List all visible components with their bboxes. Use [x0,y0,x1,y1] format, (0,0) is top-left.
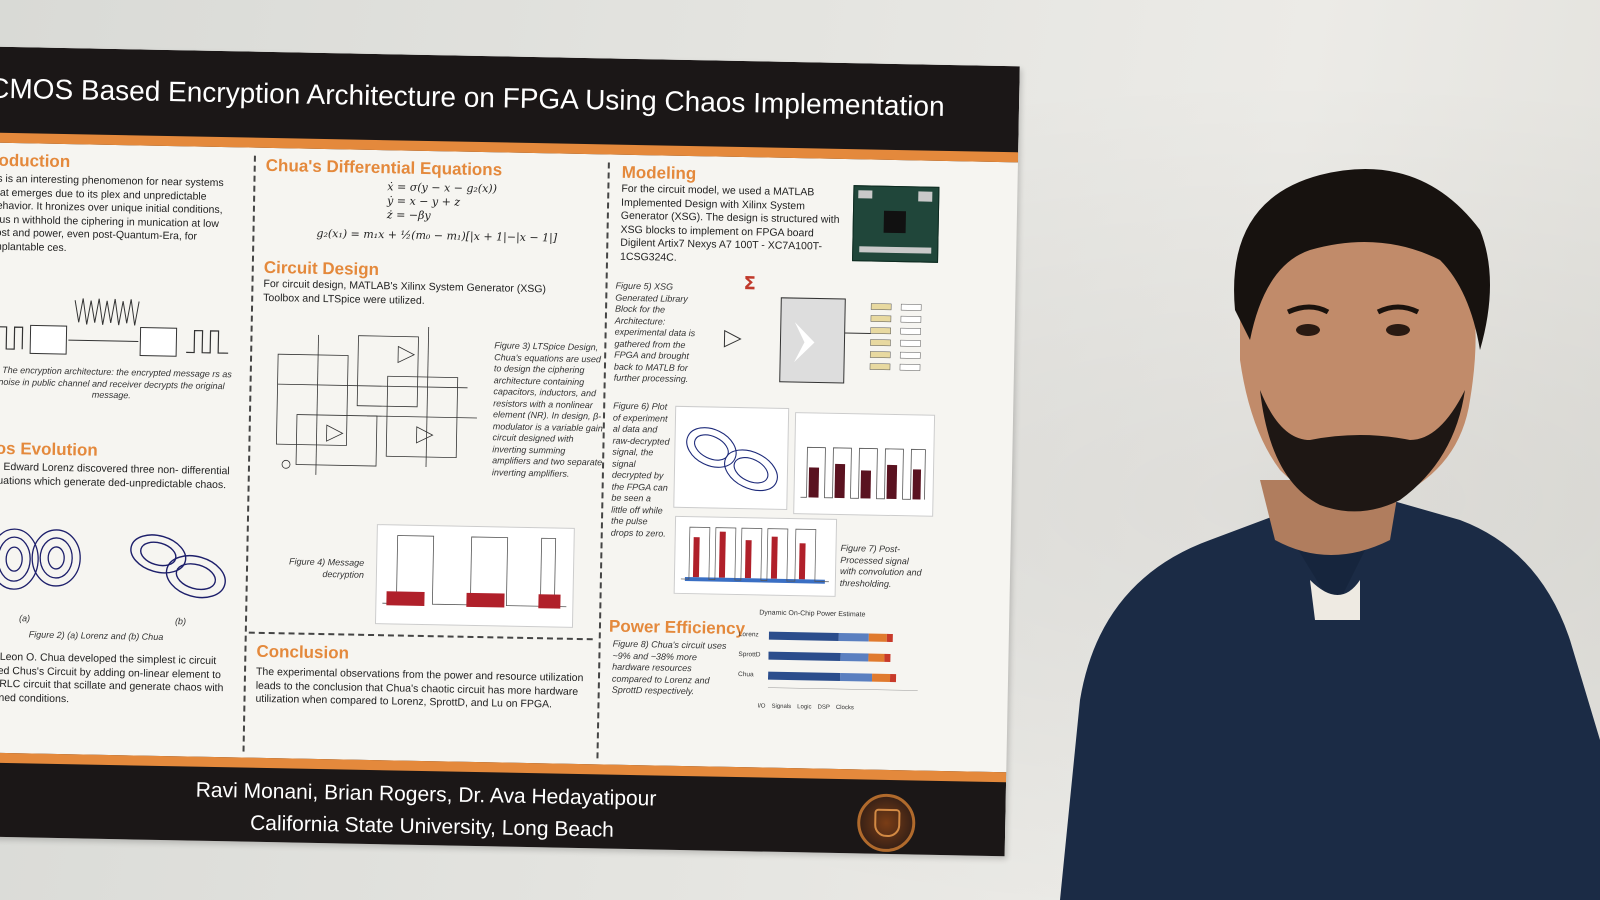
research-poster: CMOS Based Encryption Architecture on FP… [0,46,1020,857]
poster-title-bar: CMOS Based Encryption Architecture on FP… [0,46,1020,163]
university-seal-icon [856,793,916,853]
column-divider-1 [242,155,256,752]
encryption-diagram [0,287,237,368]
equation-4: g₂(x₁) = m₁x + ½(m₀ − m₁)[|x + 1|−|x − 1… [316,226,558,245]
message-decryption-plot [374,524,575,628]
section-divider [248,631,593,641]
figure4-caption: Figure 4) Message decryption [289,556,365,580]
legend-dsp: DSP [817,704,830,711]
chaos-evolution-heading: aos Evolution [0,438,98,460]
power-row-label-lorenz: Lorenz [738,631,759,639]
legend-clocks: Clocks [835,704,854,712]
fpga-board-photo [852,185,940,263]
chua-attractor-plot [119,519,239,611]
power-chart-title: Dynamic On-Chip Power Estimate [759,609,866,619]
power-bar-chua [767,671,897,683]
power-chart-legend: I/O Signals Logic DSP Clocks [757,703,854,711]
figure6-caption: Figure 6) Plot of experiment al data and… [610,400,670,539]
figure7-caption: Figure 7) Post-Processed signal with con… [839,542,922,589]
conclusion-heading: Conclusion [256,641,350,663]
figure1-caption: 1) The encryption architecture: the encr… [0,364,232,401]
chaos-evolution-body: 63, Edward Lorenz discovered three non- … [0,460,230,491]
equation-2: ẏ = x − y + z [386,194,461,209]
poster-title: CMOS Based Encryption Architecture on FP… [0,72,945,122]
post-processed-signal-plot [673,515,838,597]
ltspice-schematic [266,314,487,488]
figure8-caption: Figure 8) Chua's circuit uses ~9% and ~3… [611,638,727,697]
power-row-label-chua: Chua [738,671,754,679]
power-estimate-chart: Dynamic On-Chip Power Estimate Lorenz Sp… [737,609,923,725]
introduction-body: os is an interesting phenomenon for near… [0,172,224,254]
power-efficiency-heading: Power Efficiency [608,616,746,639]
poster-authors: Ravi Monani, Brian Rogers, Dr. Ava Heday… [195,778,657,811]
conclusion-body: The experimental observations from the p… [255,665,584,711]
modeling-body: For the circuit model, we used a MATLAB … [619,182,840,264]
chua-equations-heading: Chua's Differential Equations [265,155,503,180]
power-bar-sprottd [768,651,891,662]
figure3-caption: Figure 3) LTSpice Design, Chua's equatio… [491,340,603,479]
figure2-caption: Figure 2) (a) Lorenz and (b) Chua [28,629,164,643]
svg-text:Σ: Σ [743,273,756,294]
poster-university: California State University, Long Beach [249,811,615,842]
chaos-evolution-body2: 33, Leon O. Chua developed the simplest … [0,650,224,705]
equation-1: ẋ = σ(y − x − g₂(x)) [387,180,498,196]
legend-io: I/O [757,703,766,710]
equation-3: ż = −βy [386,208,431,223]
legend-signals: Signals [771,703,792,711]
circuit-design-heading: Circuit Design [263,257,380,280]
circuit-design-body: For circuit design, MATLAB's Xilinx Syst… [263,277,547,307]
figure5-caption: Figure 5) XSG Generated Library Block fo… [613,280,696,385]
experimental-attractor-plot [673,405,790,510]
modeling-heading: Modeling [621,162,697,184]
legend-logic: Logic [797,704,812,711]
panel-b-label: (b) [174,616,187,627]
raw-decrypted-signal-plot [793,412,936,517]
presenter-person [1060,140,1600,900]
power-bar-lorenz [768,631,893,643]
xsg-block-diagram: Σ [704,270,938,394]
power-row-label-sprottd: SprottD [738,651,761,659]
panel-a-label: (a) [18,613,31,624]
introduction-heading: roduction [0,150,71,172]
lorenz-attractor-plot [0,509,95,611]
